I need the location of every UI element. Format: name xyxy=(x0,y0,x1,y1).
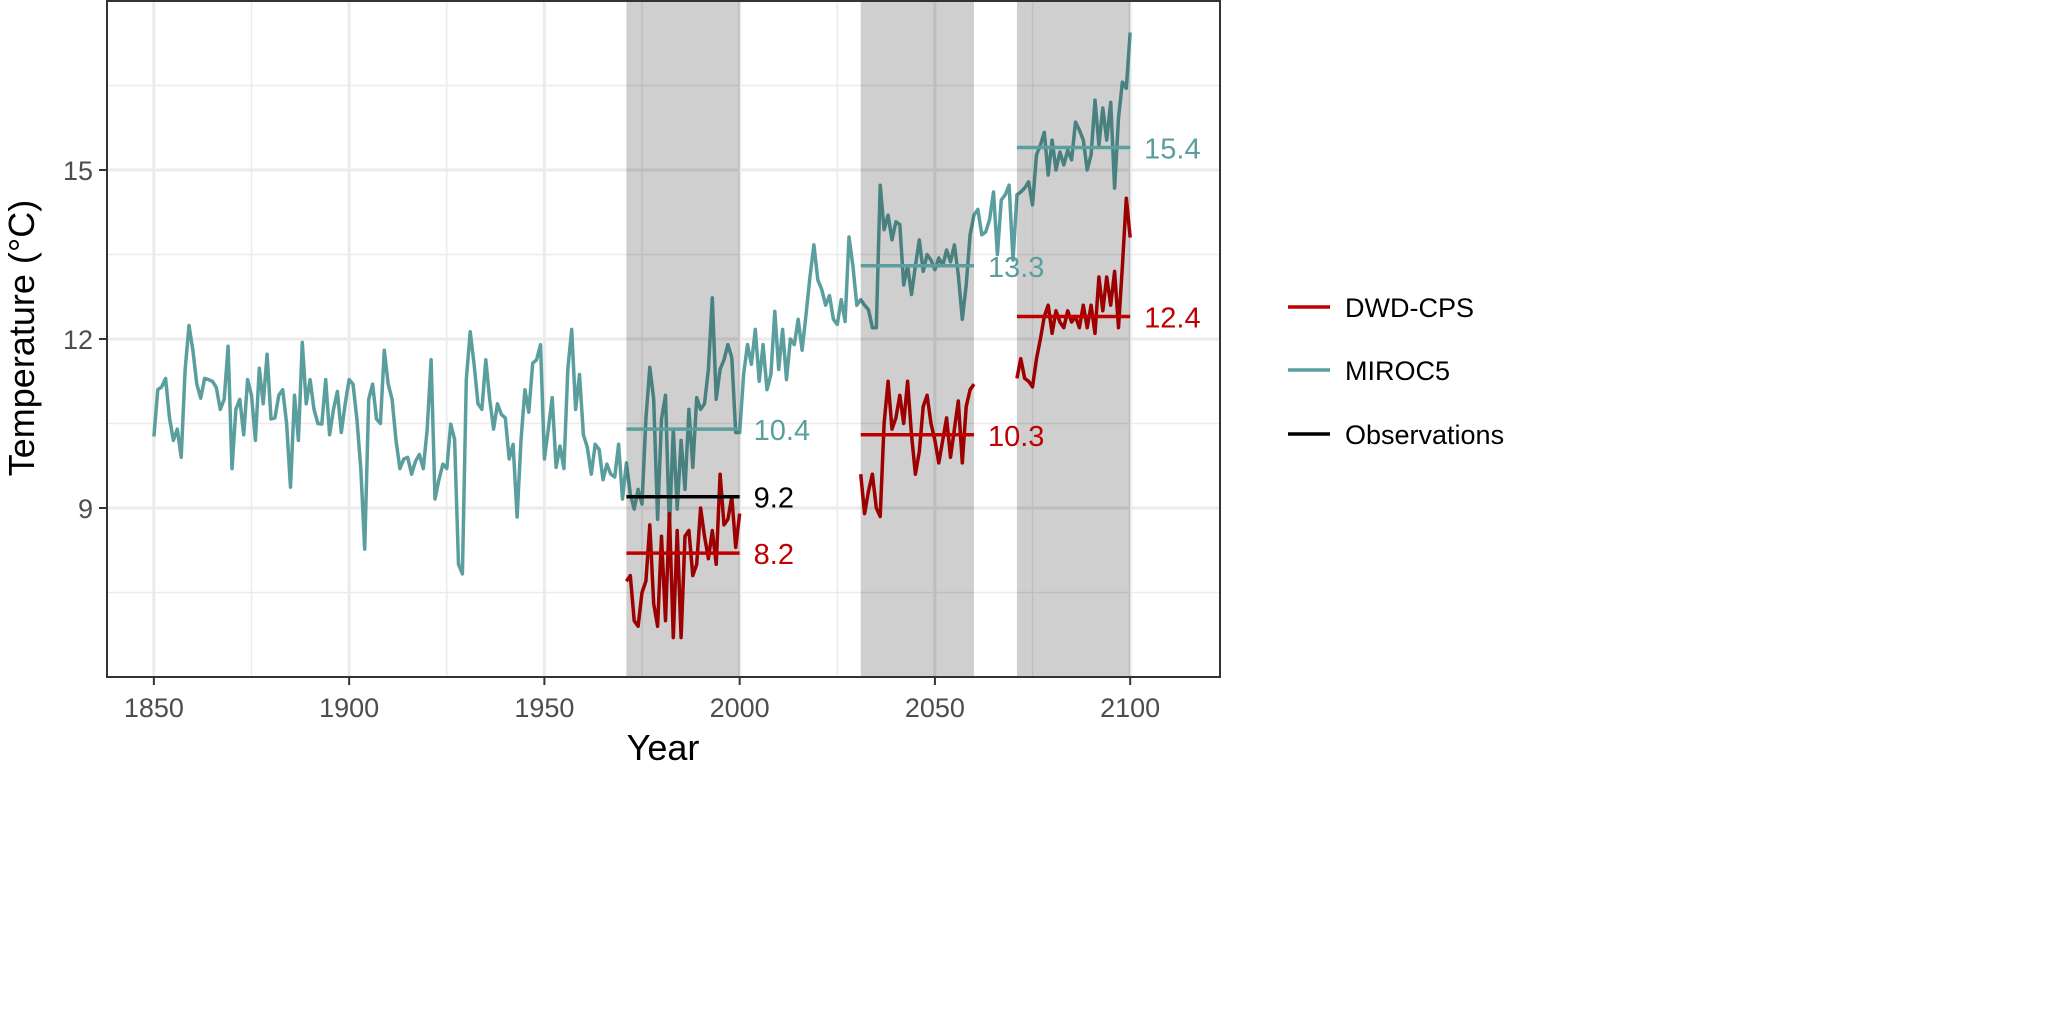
shaded-period xyxy=(1016,1,1131,677)
series-lines xyxy=(152,32,1132,640)
legend: DWD-CPS MIROC5 Observations xyxy=(1288,293,1504,450)
y-axis-title: Temperature (°C) xyxy=(1,200,42,476)
y-tick-label: 15 xyxy=(63,156,93,186)
x-axis-title: Year xyxy=(627,727,700,768)
legend-label: DWD-CPS xyxy=(1345,293,1474,323)
x-tick-label: 2100 xyxy=(1100,693,1160,723)
mean-label: 9.2 xyxy=(754,483,794,515)
y-tick-label: 9 xyxy=(78,494,93,524)
x-tick-label: 1850 xyxy=(124,693,184,723)
shaded-period xyxy=(860,1,974,677)
shaded-period xyxy=(626,1,740,677)
mean-label: 10.4 xyxy=(754,415,810,447)
legend-label: MIROC5 xyxy=(1345,356,1450,386)
x-tick-label: 1950 xyxy=(514,693,574,723)
mean-label: 10.3 xyxy=(988,421,1044,453)
mean-label: 15.4 xyxy=(1144,133,1200,165)
series-line-dwd-cps xyxy=(858,379,976,519)
x-axis: 1850 1900 1950 2000 2050 2100 xyxy=(124,677,1160,723)
legend-label: Observations xyxy=(1345,420,1504,450)
series-line-miroc5 xyxy=(152,32,1132,576)
x-tick-label: 2050 xyxy=(905,693,965,723)
series-line-dwd-cps xyxy=(624,472,742,640)
shaded-periods xyxy=(626,1,1131,677)
mean-label: 8.2 xyxy=(754,539,794,571)
x-tick-label: 2000 xyxy=(710,693,770,723)
y-tick-label: 12 xyxy=(63,325,93,355)
y-axis: 9 12 15 xyxy=(63,156,107,524)
period-means: 10.4 9.2 8.2 13.3 10.3 15.4 12.4 xyxy=(626,133,1201,571)
mean-label: 13.3 xyxy=(988,252,1044,284)
x-tick-label: 1900 xyxy=(319,693,379,723)
series-line-dwd-cps xyxy=(1015,196,1132,389)
mean-label: 12.4 xyxy=(1144,302,1200,334)
